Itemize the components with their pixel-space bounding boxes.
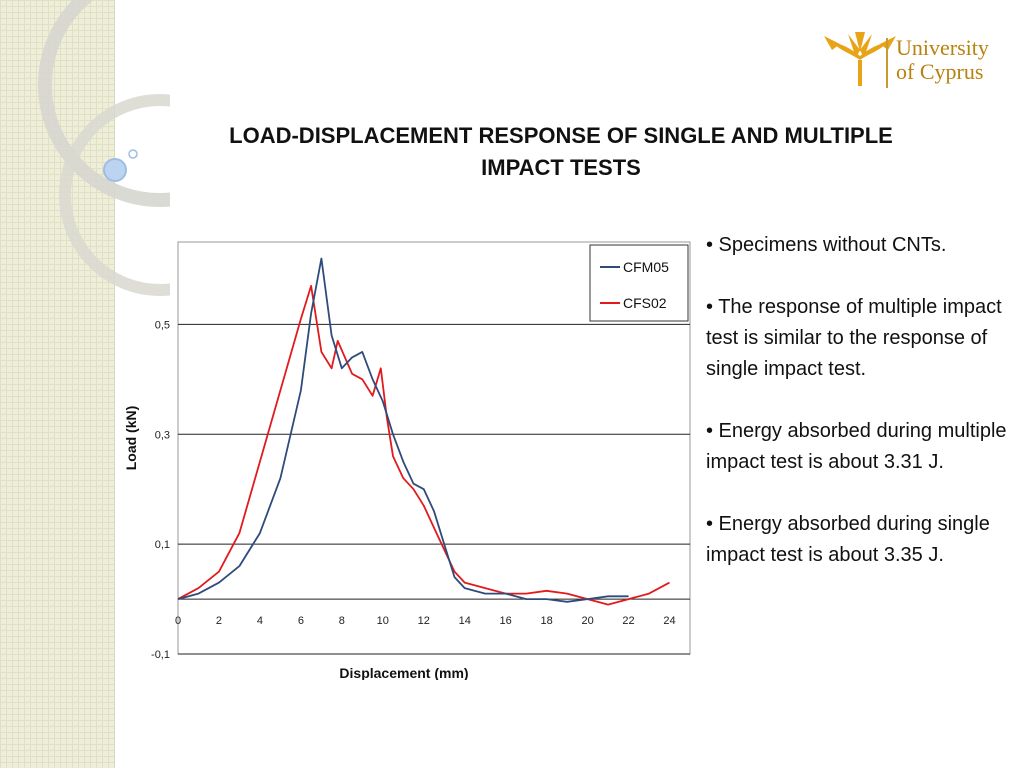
y-tick-label: 0,1 [155,539,170,551]
decorative-rings [38,0,170,296]
logo-wordmark: University of Cyprus [896,36,989,84]
x-tick-label: 8 [339,615,345,627]
legend-label: CFS02 [623,295,667,311]
y-tick-label: 0,5 [155,319,170,331]
blue-dot-small [128,149,138,159]
x-tick-label: 2 [216,615,222,627]
bullet-list: • Specimens without CNTs. • The response… [706,230,1016,602]
logo-line1: University [896,35,989,60]
bullet-item: • The response of multiple impact test i… [706,296,1002,380]
legend-box [589,244,689,322]
x-tick-label: 0 [175,615,181,627]
x-tick-label: 22 [622,615,634,627]
bullet-item: • Specimens without CNTs. [706,234,947,256]
series-line-cfs02 [177,285,670,606]
logo-divider [886,38,888,88]
x-tick-label: 24 [663,615,675,627]
logo-line2: of Cyprus [896,59,984,84]
y-tick-label: -0,1 [151,649,170,661]
y-axis-label: Load (kN) [123,406,139,471]
y-tick-label: 0,3 [155,429,170,441]
bullet-item: • Energy absorbed during single impact t… [706,513,990,566]
x-tick-label: 16 [500,615,512,627]
x-tick-label: 14 [459,615,471,627]
x-tick-label: 18 [541,615,553,627]
title-line2: IMPACT TESTS [481,155,641,180]
slide-title: LOAD-DISPLACEMENT RESPONSE OF SINGLE AND… [118,120,1004,184]
series-line-cfm05 [177,257,629,603]
x-tick-label: 12 [418,615,430,627]
x-axis-label: Displacement (mm) [339,665,468,680]
x-tick-label: 6 [298,615,304,627]
bullet-item: • Energy absorbed during multiple impact… [706,420,1007,473]
x-tick-label: 20 [581,615,593,627]
x-tick-label: 4 [257,615,263,627]
load-displacement-chart: -0,10,10,30,50 2 4 6 8 10 12 14 16 18 20 22 24Displa… [123,241,691,680]
legend-label: CFM05 [623,259,669,275]
title-line1: LOAD-DISPLACEMENT RESPONSE OF SINGLE AND… [229,123,893,148]
x-tick-label: 10 [377,615,389,627]
university-logo [824,32,896,86]
blue-dot-large [103,158,127,182]
